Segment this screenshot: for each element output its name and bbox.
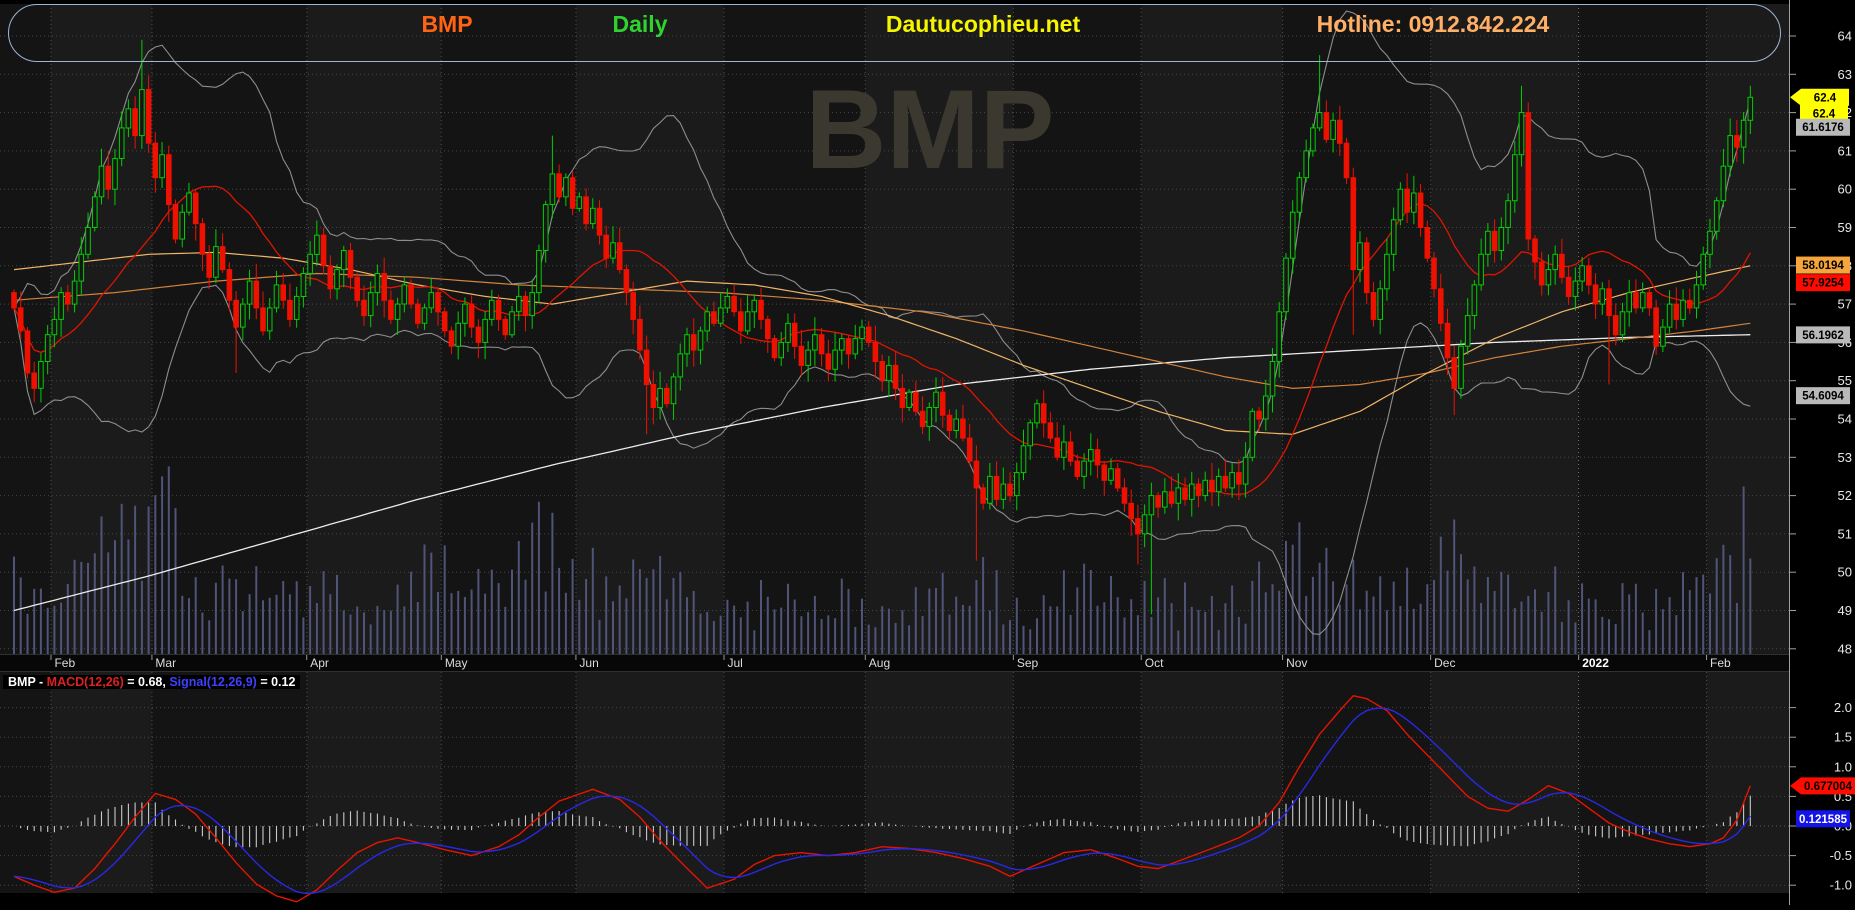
svg-text:56.1962: 56.1962 [1802, 330, 1844, 342]
svg-text:1.5: 1.5 [1834, 730, 1852, 745]
svg-text:0.121585: 0.121585 [1799, 814, 1848, 826]
svg-text:Oct: Oct [1145, 656, 1164, 670]
svg-text:50: 50 [1838, 565, 1852, 580]
svg-text:63: 63 [1838, 67, 1852, 82]
macd-legend-prefix: BMP - [8, 675, 47, 689]
svg-text:57.9254: 57.9254 [1802, 278, 1844, 290]
svg-text:Jun: Jun [579, 656, 598, 670]
watermark: BMP [806, 67, 1055, 192]
svg-text:Jul: Jul [727, 656, 742, 670]
symbol-label: BMP [421, 11, 473, 37]
signal-legend-term: Signal(12,26,9) [169, 675, 257, 689]
svg-text:55: 55 [1838, 373, 1852, 388]
macd-histogram [20, 795, 1751, 848]
price-axis[interactable]: 64636261605958575655545352515049482.01.5… [1789, 0, 1853, 905]
svg-text:53: 53 [1838, 450, 1852, 465]
svg-text:48: 48 [1838, 641, 1852, 656]
svg-text:Aug: Aug [869, 656, 890, 670]
hotline-label: Hotline: 0912.842.224 [1316, 11, 1550, 37]
svg-text:Feb: Feb [54, 656, 75, 670]
macd-line [13, 695, 1751, 903]
svg-text:51: 51 [1838, 526, 1852, 541]
svg-text:1.0: 1.0 [1834, 759, 1852, 774]
svg-text:64: 64 [1838, 29, 1852, 44]
svg-text:54.6094: 54.6094 [1802, 391, 1844, 403]
svg-text:Dec: Dec [1434, 656, 1455, 670]
svg-text:2022: 2022 [1582, 656, 1609, 670]
svg-text:Feb: Feb [1710, 656, 1731, 670]
svg-text:BMP: BMP [806, 67, 1055, 192]
svg-text:Mar: Mar [155, 656, 176, 670]
macd-badges: 0.677004 0.121585 [1790, 777, 1855, 828]
svg-text:59: 59 [1838, 220, 1852, 235]
svg-text:61: 61 [1838, 143, 1852, 158]
svg-text:Apr: Apr [310, 656, 329, 670]
svg-text:60: 60 [1838, 182, 1852, 197]
volume-bars [13, 466, 1752, 654]
svg-text:62.4: 62.4 [1814, 92, 1837, 104]
macd-legend: BMP - MACD(12,26) = 0.68, Signal(12,26,9… [3, 675, 301, 689]
signal-line [13, 707, 1751, 895]
svg-text:61.6176: 61.6176 [1802, 122, 1844, 134]
svg-text:Sep: Sep [1017, 656, 1039, 670]
macd-legend-term: MACD(12,26) [46, 675, 124, 689]
price-badges: 62.4 62.4 61.6176 58.0194 57.9254 56.1962 54.6… [1790, 88, 1850, 405]
signal-legend-value: = 0.12 [256, 675, 296, 689]
svg-text:2.0: 2.0 [1834, 700, 1852, 715]
candles [11, 39, 1754, 615]
time-axis-strip[interactable]: Feb Mar Apr May Jun Jul Aug Sep Oct Nov Dec 2022 Feb [0, 654, 1790, 672]
svg-text:49: 49 [1838, 603, 1852, 618]
svg-text:62.4: 62.4 [1813, 108, 1836, 120]
macd-legend-value: = 0.68, [123, 675, 170, 689]
svg-text:54: 54 [1838, 412, 1852, 427]
svg-text:58.0194: 58.0194 [1802, 260, 1844, 272]
svg-text:-0.5: -0.5 [1830, 848, 1852, 863]
site-label: Dautucophieu.net [885, 11, 1081, 37]
timeframe-label: Daily [612, 11, 668, 37]
svg-text:May: May [445, 656, 468, 670]
svg-text:Nov: Nov [1286, 656, 1307, 670]
svg-text:52: 52 [1838, 488, 1852, 503]
svg-text:0.677004: 0.677004 [1804, 781, 1853, 793]
svg-text:57: 57 [1838, 297, 1852, 312]
svg-text:-1.0: -1.0 [1830, 878, 1852, 893]
